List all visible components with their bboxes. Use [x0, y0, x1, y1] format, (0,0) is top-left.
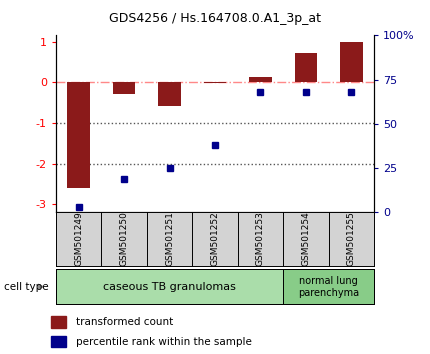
Text: GSM501253: GSM501253: [256, 211, 265, 267]
Text: GSM501251: GSM501251: [165, 211, 174, 267]
Text: GSM501254: GSM501254: [301, 212, 310, 266]
Bar: [249, 77, 272, 82]
Bar: [295, 53, 317, 82]
Text: normal lung
parenchyma: normal lung parenchyma: [298, 276, 359, 298]
Text: GDS4256 / Hs.164708.0.A1_3p_at: GDS4256 / Hs.164708.0.A1_3p_at: [109, 12, 321, 25]
Text: transformed count: transformed count: [76, 317, 173, 327]
Text: GSM501249: GSM501249: [74, 212, 83, 266]
Bar: [67, 82, 90, 188]
Bar: [56, 269, 283, 304]
Bar: [52, 316, 66, 328]
Text: caseous TB granulomas: caseous TB granulomas: [103, 282, 236, 292]
Text: GSM501252: GSM501252: [211, 212, 219, 266]
Bar: [283, 269, 374, 304]
Text: percentile rank within the sample: percentile rank within the sample: [76, 337, 252, 347]
Bar: [158, 82, 181, 106]
Bar: [340, 41, 363, 82]
Text: GSM501250: GSM501250: [120, 211, 129, 267]
Bar: [52, 336, 66, 347]
Bar: [204, 82, 226, 83]
Text: cell type: cell type: [4, 282, 49, 292]
Bar: [113, 82, 135, 95]
Text: GSM501255: GSM501255: [347, 211, 356, 267]
